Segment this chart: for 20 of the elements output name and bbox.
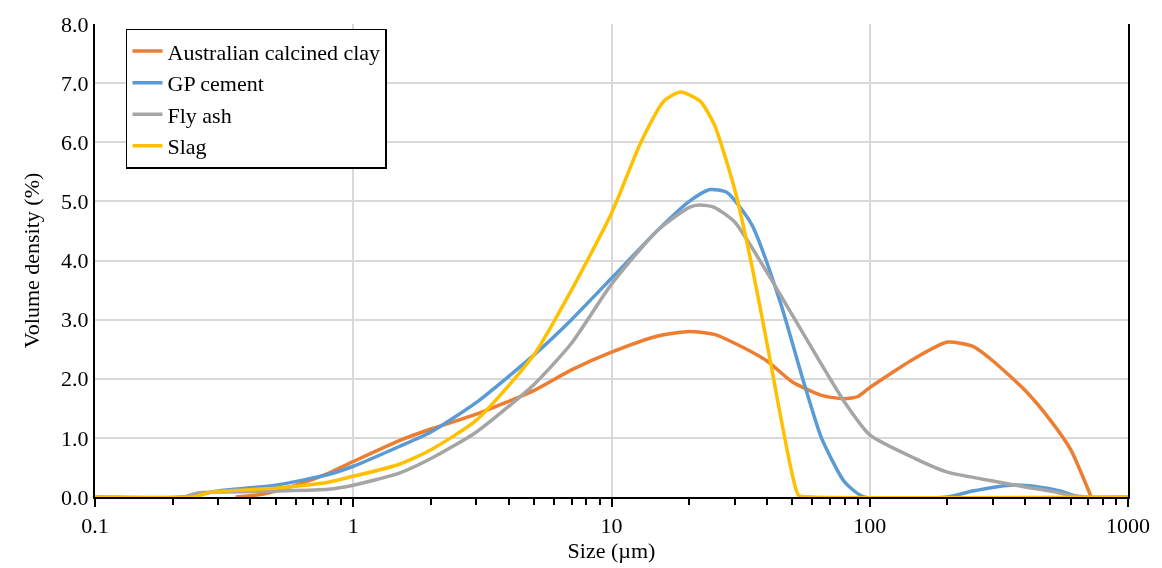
x-tick-label: 0.1 (81, 513, 109, 539)
legend-label: Australian calcined clay (167, 39, 381, 65)
y-tick-label: 5.0 (61, 189, 89, 215)
y-tick-label: 1.0 (61, 425, 89, 451)
y-tick-label: 2.0 (61, 366, 89, 392)
legend-label: GP cement (167, 71, 264, 97)
x-tick-label: 10 (600, 513, 623, 539)
legend-label: Fly ash (167, 102, 232, 128)
y-axis-title: Volume density (%) (19, 172, 45, 349)
x-tick-label: 100 (853, 513, 887, 539)
y-tick-label: 3.0 (61, 307, 89, 333)
y-tick-label: 7.0 (61, 70, 89, 96)
y-tick-label: 4.0 (61, 248, 89, 274)
x-tick-label: 1000 (1106, 513, 1150, 539)
x-tick-label: 1 (347, 513, 359, 539)
y-tick-label: 8.0 (61, 11, 89, 37)
y-tick-label: 0.0 (61, 484, 89, 510)
legend-label: Slag (167, 134, 207, 160)
y-tick-label: 6.0 (61, 129, 89, 155)
x-axis-title: Size (µm) (567, 538, 656, 564)
